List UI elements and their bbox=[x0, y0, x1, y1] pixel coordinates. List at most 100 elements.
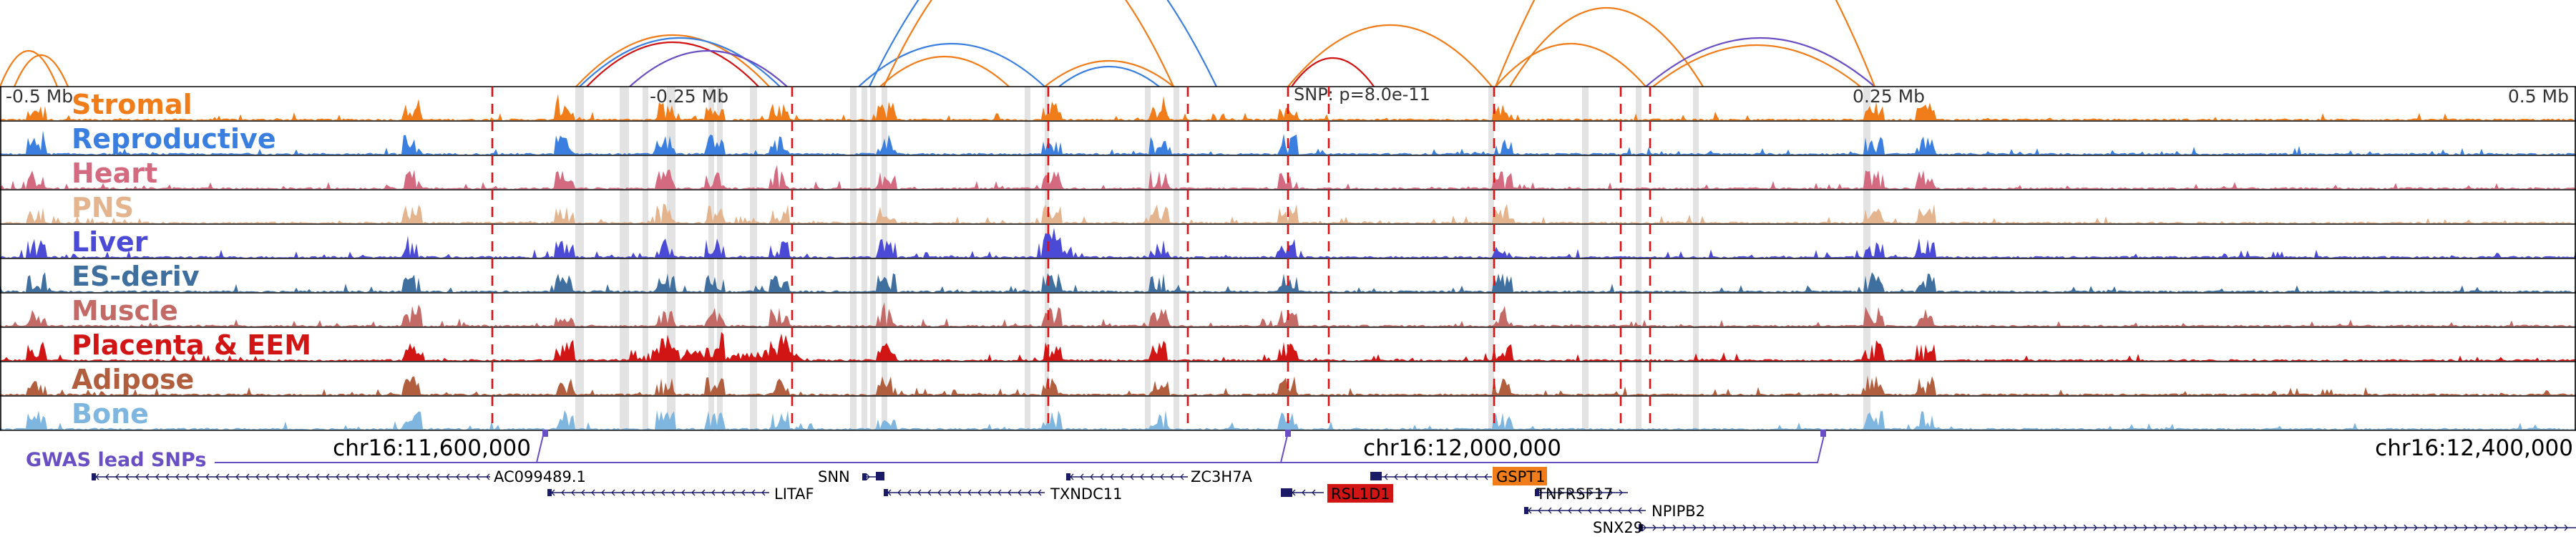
gene-chevron bbox=[2223, 524, 2228, 531]
gene-label-tnfrsf17: TNFRSF17 bbox=[1536, 485, 1613, 503]
gene-chevron bbox=[661, 489, 665, 496]
scale-labels: -0.5 Mb -0.25 Mb 0.25 Mb 0.5 Mb SNP: p=8… bbox=[6, 84, 2569, 107]
gene-label-gspt1: GSPT1 bbox=[1496, 468, 1545, 485]
gene-chevron bbox=[2143, 524, 2147, 531]
gene-chevron bbox=[1150, 473, 1154, 480]
gene-chevron bbox=[671, 489, 675, 496]
coord-label-3: chr16:12,400,000 bbox=[2375, 435, 2573, 461]
track-labels: Stromal Reproductive Heart PNS Liver ES-… bbox=[72, 89, 311, 430]
gene-chevron bbox=[2484, 524, 2488, 531]
gene-chevron bbox=[1090, 473, 1094, 480]
gene-chevron bbox=[165, 473, 170, 480]
gene-chevron bbox=[466, 473, 470, 480]
gene-chevron bbox=[1130, 473, 1134, 480]
gene-exon bbox=[1535, 489, 1539, 496]
gene-chevron bbox=[115, 473, 119, 480]
gene-chevron bbox=[1823, 524, 1827, 531]
gene-chevron bbox=[2163, 524, 2167, 531]
gene-chevron bbox=[2043, 524, 2047, 531]
gene-label-snn: SNN bbox=[818, 468, 850, 485]
gene-chevron bbox=[366, 473, 370, 480]
gene-chevron bbox=[1662, 524, 1667, 531]
gene-exon bbox=[1066, 473, 1070, 480]
gene-chevron bbox=[1384, 473, 1388, 480]
gene-chevron bbox=[1454, 473, 1458, 480]
gene-chevron bbox=[1444, 473, 1448, 480]
gene-labels: AC099489.1 SNN ZC3H7A GSPT1 LITAF TXNDC1… bbox=[494, 468, 1705, 536]
gene-chevron bbox=[1609, 489, 1613, 496]
gene-chevron bbox=[2454, 524, 2458, 531]
gene-chevron bbox=[2333, 524, 2338, 531]
gene-chevron bbox=[1008, 489, 1012, 496]
gene-chevron bbox=[1464, 473, 1468, 480]
track-signal bbox=[0, 130, 2576, 155]
gene-exon bbox=[876, 472, 884, 480]
gene-chevron bbox=[2073, 524, 2077, 531]
gene-exon bbox=[1524, 507, 1528, 514]
gene-chevron bbox=[2363, 524, 2368, 531]
gene-chevron bbox=[2384, 524, 2388, 531]
track-label-bone: Bone bbox=[72, 398, 149, 430]
gene-chevron bbox=[1638, 507, 1642, 514]
gene-chevron bbox=[2253, 524, 2258, 531]
gene-label-txndc11: TXNDC11 bbox=[1050, 485, 1122, 503]
gene-chevron bbox=[2323, 524, 2328, 531]
gene-chevron bbox=[1394, 473, 1398, 480]
gene-chevron bbox=[2123, 524, 2127, 531]
gene-exon bbox=[862, 473, 867, 480]
gene-chevron bbox=[1608, 507, 1612, 514]
gene-highlight-gspt1 bbox=[1493, 467, 1547, 485]
gene-chevron bbox=[2434, 524, 2438, 531]
gwas-connectors bbox=[215, 430, 1826, 463]
gene-chevron bbox=[1424, 473, 1428, 480]
gene-chevron bbox=[1833, 524, 1837, 531]
loop-arc bbox=[586, 41, 759, 87]
gene-chevron bbox=[1742, 524, 1747, 531]
gene-chevron bbox=[376, 473, 380, 480]
gene-chevron bbox=[1993, 524, 1997, 531]
gene-chevron bbox=[1434, 473, 1438, 480]
gene-chevron bbox=[2343, 524, 2348, 531]
gene-chevron bbox=[1712, 524, 1717, 531]
gene-chevron bbox=[1682, 524, 1687, 531]
gene-chevron bbox=[316, 473, 320, 480]
loop-arc bbox=[1494, 0, 1876, 87]
loop-arc bbox=[883, 0, 1174, 87]
gene-chevron bbox=[2053, 524, 2057, 531]
gwas-snp-marker bbox=[1285, 430, 1291, 437]
gene-label-zc3h7a: ZC3H7A bbox=[1191, 468, 1253, 485]
track-signal bbox=[0, 228, 2576, 258]
gene-label-backgrounds bbox=[1327, 467, 1547, 503]
gene-chevron bbox=[1628, 507, 1632, 514]
track-label-stromal: Stromal bbox=[72, 89, 192, 120]
gene-label-ac099489: AC099489.1 bbox=[494, 468, 586, 485]
gene-chevron bbox=[2283, 524, 2288, 531]
gene-chevron bbox=[1474, 473, 1478, 480]
gene-chevron bbox=[255, 473, 260, 480]
scale-label-right: 0.5 Mb bbox=[2508, 86, 2569, 107]
gene-chevron bbox=[641, 489, 645, 496]
gene-chevron bbox=[2303, 524, 2308, 531]
gene-chevron bbox=[1672, 524, 1677, 531]
gene-chevron bbox=[356, 473, 360, 480]
loops-layer bbox=[0, 0, 1876, 87]
gene-chevron bbox=[2474, 524, 2478, 531]
gene-chevron bbox=[1028, 489, 1032, 496]
gene-chevron bbox=[1180, 473, 1184, 480]
gene-chevron bbox=[1802, 524, 1807, 531]
gene-chevron bbox=[977, 489, 982, 496]
scale-label-mid-right: 0.25 Mb bbox=[1853, 86, 1925, 107]
gene-chevron bbox=[691, 489, 696, 496]
gene-chevron bbox=[105, 473, 109, 480]
gene-chevron bbox=[761, 489, 766, 496]
gene-chevron bbox=[1538, 507, 1542, 514]
track-signal bbox=[0, 165, 2576, 189]
gene-chevron bbox=[2514, 524, 2518, 531]
gene-chevron bbox=[2173, 524, 2177, 531]
gene-chevron bbox=[1923, 524, 1927, 531]
gene-chevron bbox=[2494, 524, 2498, 531]
gene-chevron bbox=[1589, 489, 1593, 496]
gene-chevron bbox=[2353, 524, 2358, 531]
gene-chevron bbox=[1722, 524, 1727, 531]
gene-chevron bbox=[1752, 524, 1757, 531]
